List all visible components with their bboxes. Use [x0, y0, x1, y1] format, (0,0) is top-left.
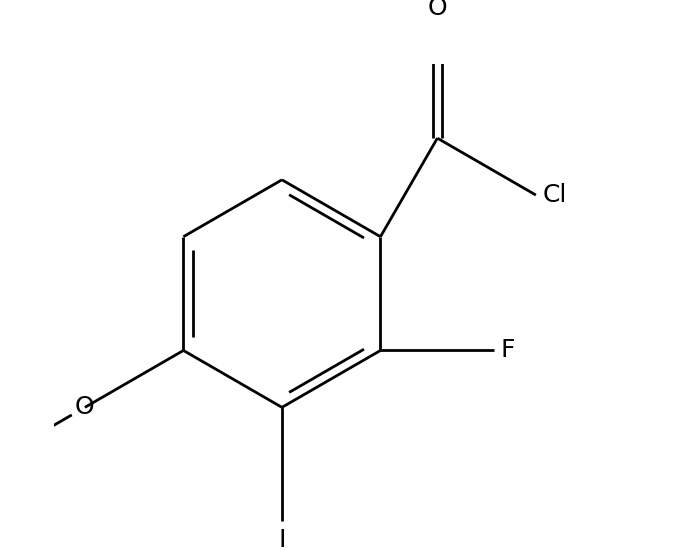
- Text: O: O: [428, 0, 447, 20]
- Text: Cl: Cl: [543, 183, 567, 207]
- Text: F: F: [501, 338, 516, 363]
- Text: O: O: [75, 395, 95, 420]
- Text: I: I: [278, 528, 286, 552]
